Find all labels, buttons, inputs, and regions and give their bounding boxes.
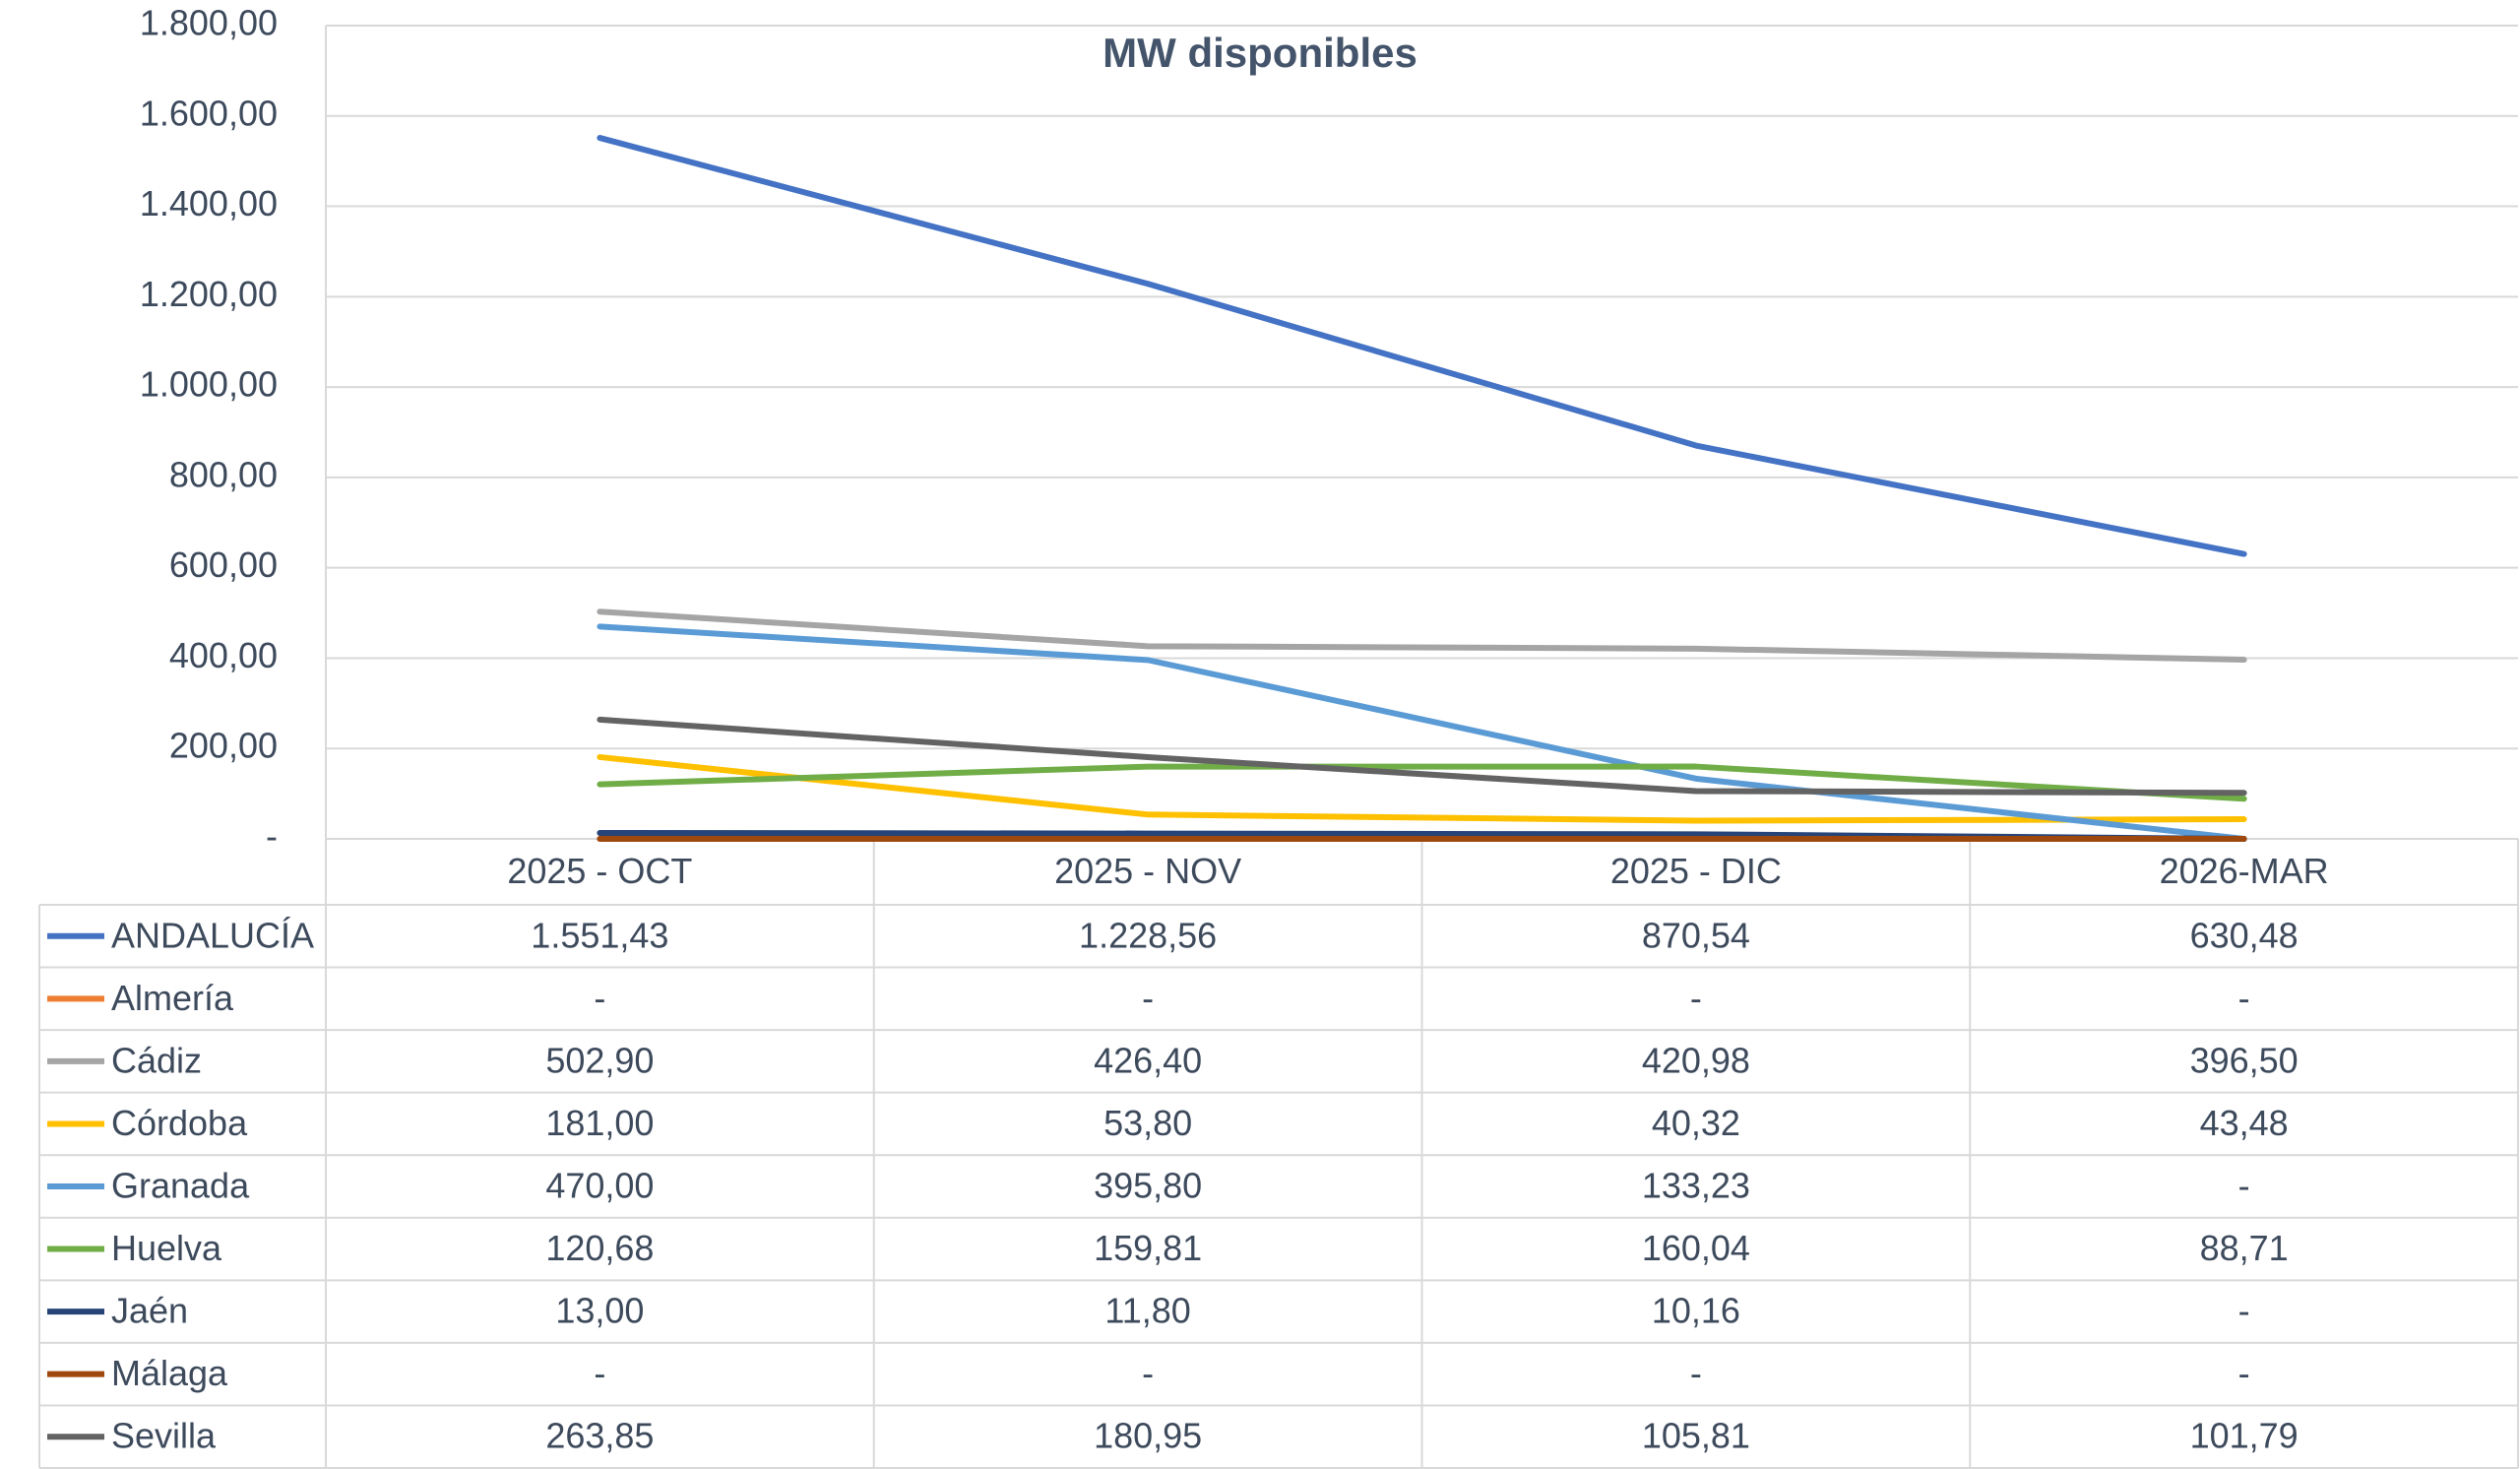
- data-label: 870,54: [1642, 915, 1750, 955]
- data-label: 120,68: [545, 1228, 654, 1268]
- data-label: -: [2238, 1353, 2250, 1393]
- data-label: 181,00: [545, 1103, 654, 1143]
- y-tick-label: -: [266, 816, 278, 857]
- x-tick-label: 2025 - DIC: [1610, 851, 1782, 891]
- data-label: -: [2238, 1166, 2250, 1206]
- legend-label: Jaén: [111, 1291, 188, 1331]
- legend-label: Granada: [111, 1166, 250, 1206]
- series-line: [597, 763, 2247, 802]
- data-label: 159,81: [1094, 1228, 1202, 1268]
- data-label: 10,16: [1652, 1291, 1740, 1331]
- legend-label: ANDALUCÍA: [111, 915, 314, 955]
- series-line: [597, 608, 2247, 664]
- data-label: 11,80: [1104, 1291, 1190, 1331]
- data-label: 43,48: [2200, 1103, 2289, 1143]
- data-label: 1.551,43: [531, 915, 668, 955]
- data-label: 263,85: [545, 1416, 654, 1456]
- data-label: -: [2238, 1291, 2250, 1331]
- data-label: -: [1142, 978, 1154, 1018]
- data-label: 396,50: [2190, 1040, 2299, 1080]
- data-label: -: [594, 978, 605, 1018]
- x-tick-label: 2025 - NOV: [1054, 851, 1241, 891]
- data-label: -: [1690, 1353, 1702, 1393]
- series-line: [597, 753, 2247, 824]
- data-label: 502,90: [545, 1040, 654, 1080]
- data-label: -: [1142, 1353, 1154, 1393]
- data-label: 395,80: [1094, 1166, 1202, 1206]
- data-label: -: [2238, 978, 2250, 1018]
- data-label: 470,00: [545, 1166, 654, 1206]
- y-tick-label: 1.800,00: [140, 3, 278, 43]
- data-label: 420,98: [1642, 1040, 1750, 1080]
- data-label: 13,00: [555, 1291, 644, 1331]
- series-line: [597, 716, 2247, 797]
- data-label: 426,40: [1094, 1040, 1202, 1080]
- data-label: 105,81: [1642, 1416, 1750, 1456]
- data-label: 101,79: [2190, 1416, 2299, 1456]
- y-tick-label: 1.200,00: [140, 274, 278, 314]
- legend-label: Málaga: [111, 1353, 228, 1393]
- y-tick-label: 1.600,00: [140, 93, 278, 133]
- data-label: 630,48: [2190, 915, 2299, 955]
- x-tick-label: 2026-MAR: [2160, 851, 2329, 891]
- data-label: -: [1690, 978, 1702, 1018]
- data-label: 53,80: [1103, 1103, 1192, 1143]
- y-tick-label: 400,00: [169, 635, 278, 675]
- legend-label: Almería: [111, 978, 234, 1018]
- data-label: 133,23: [1642, 1166, 1750, 1206]
- series-line: [597, 135, 2247, 557]
- y-tick-label: 1.000,00: [140, 364, 278, 405]
- data-label: 40,32: [1652, 1103, 1740, 1143]
- legend-label: Cádiz: [111, 1040, 202, 1080]
- chart-title: MW disponibles: [1102, 30, 1418, 76]
- y-tick-label: 600,00: [169, 544, 278, 585]
- data-label: 180,95: [1094, 1416, 1202, 1456]
- data-label: 160,04: [1642, 1228, 1750, 1268]
- y-tick-label: 800,00: [169, 454, 278, 494]
- data-label: 1.228,56: [1079, 915, 1217, 955]
- data-label: -: [594, 1353, 605, 1393]
- legend-label: Huelva: [111, 1228, 222, 1268]
- series-line: [597, 623, 2247, 842]
- legend-label: Sevilla: [111, 1416, 217, 1456]
- y-tick-label: 1.400,00: [140, 183, 278, 224]
- y-tick-label: 200,00: [169, 726, 278, 766]
- data-label: 88,71: [2200, 1228, 2289, 1268]
- legend-label: Córdoba: [111, 1103, 248, 1143]
- x-tick-label: 2025 - OCT: [507, 851, 692, 891]
